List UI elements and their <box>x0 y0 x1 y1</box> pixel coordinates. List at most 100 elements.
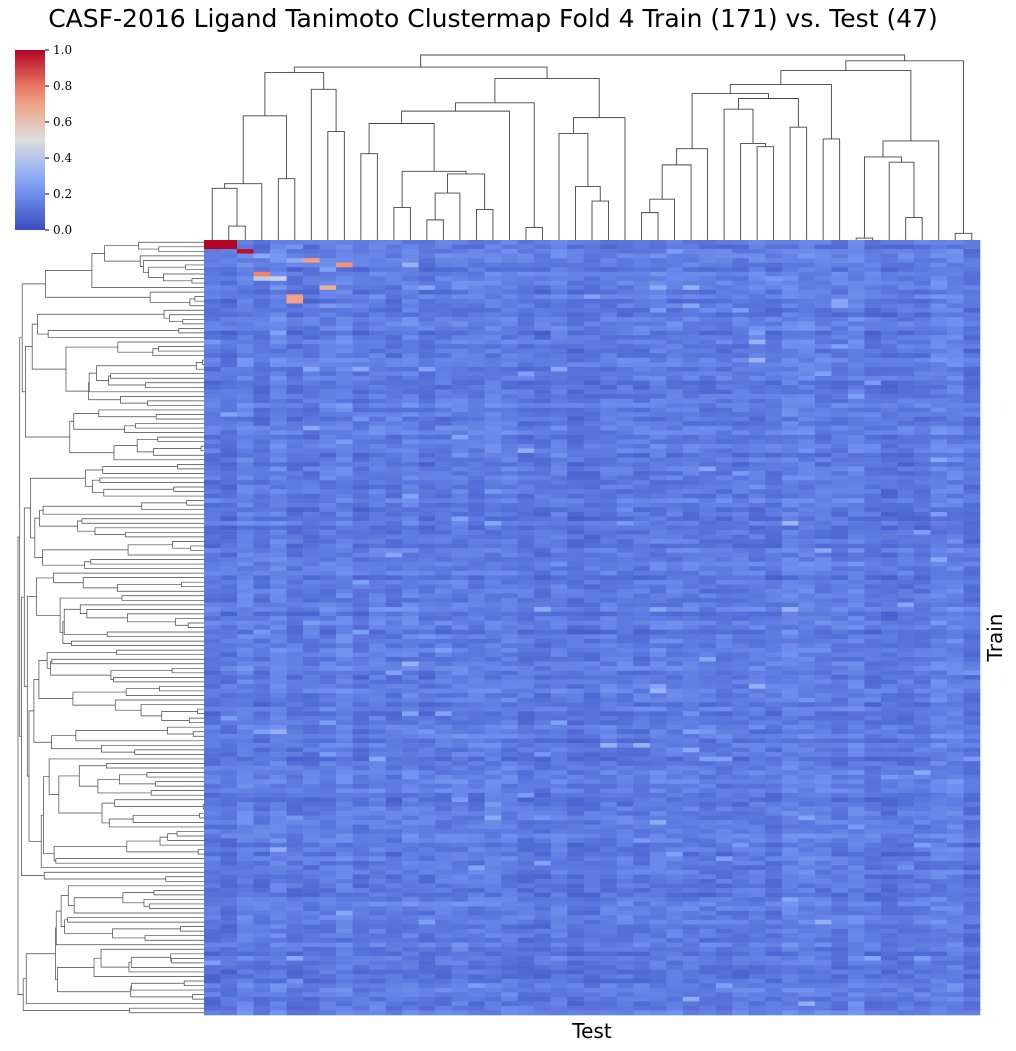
heatmap-cell <box>616 240 634 245</box>
heatmap-cell <box>501 629 518 635</box>
heatmap-cell <box>864 253 882 259</box>
heatmap-cell <box>732 434 750 440</box>
heatmap-cell <box>517 434 535 440</box>
heatmap-cell <box>798 598 816 603</box>
heatmap-cell <box>468 629 485 635</box>
heatmap-cell <box>715 421 733 427</box>
row-dendrogram-link <box>170 953 204 961</box>
heatmap-cell <box>732 552 750 558</box>
heatmap-cell <box>600 344 618 350</box>
heatmap-cell <box>682 616 700 621</box>
row-dendrogram-link <box>121 595 204 601</box>
heatmap-cell <box>732 484 750 490</box>
heatmap-cell <box>600 280 618 286</box>
heatmap-cell <box>402 412 419 418</box>
heatmap-cell <box>451 403 469 408</box>
heatmap-cell <box>732 570 750 576</box>
heatmap-cell <box>253 661 271 667</box>
heatmap-cell <box>649 543 667 549</box>
heatmap-cell <box>534 530 552 535</box>
heatmap-cell <box>253 598 271 603</box>
heatmap-cell <box>699 679 717 685</box>
heatmap-cell <box>237 326 254 331</box>
heatmap-cell <box>649 584 667 590</box>
heatmap-cell <box>798 457 816 463</box>
heatmap-cell <box>402 598 419 603</box>
heatmap-cell <box>484 516 502 522</box>
heatmap-cell <box>369 466 386 472</box>
heatmap-cell <box>451 530 469 535</box>
heatmap-cell <box>385 520 403 526</box>
heatmap-cell <box>897 534 915 540</box>
heatmap-cell <box>204 593 221 599</box>
heatmap-cell <box>732 647 750 653</box>
heatmap-cell <box>484 647 502 653</box>
heatmap-cell <box>864 380 882 386</box>
heatmap-cell <box>468 607 485 612</box>
heatmap-cell <box>732 412 750 418</box>
heatmap-cell <box>633 380 651 386</box>
heatmap-cell <box>286 520 304 526</box>
heatmap-cell <box>451 289 469 295</box>
heatmap-cell <box>913 688 931 694</box>
heatmap-cell <box>435 357 452 363</box>
heatmap-cell <box>963 566 981 572</box>
row-dendrogram-link <box>79 604 204 614</box>
heatmap-cell <box>352 425 370 431</box>
heatmap-cell <box>369 693 386 699</box>
heatmap-cell <box>732 262 750 268</box>
heatmap-cell <box>633 416 651 422</box>
heatmap-cell <box>220 638 238 644</box>
heatmap-cell <box>732 380 750 386</box>
heatmap-cell <box>666 348 684 354</box>
heatmap-cell <box>913 475 931 481</box>
heatmap-cell <box>913 652 931 658</box>
heatmap-cell <box>336 666 353 671</box>
heatmap-cell <box>930 643 948 649</box>
heatmap-cell <box>435 385 452 390</box>
heatmap-cell <box>946 579 964 585</box>
heatmap-cell <box>402 688 419 694</box>
heatmap-cell <box>831 543 849 549</box>
heatmap-cell <box>781 561 799 567</box>
heatmap-cell <box>814 317 832 322</box>
heatmap-cell <box>699 530 717 535</box>
heatmap-cell <box>649 498 667 504</box>
heatmap-cell <box>286 575 304 581</box>
heatmap-cell <box>402 258 419 263</box>
heatmap-cell <box>468 656 485 662</box>
heatmap-cell <box>864 552 882 558</box>
heatmap-cell <box>220 616 238 621</box>
heatmap-cell <box>781 307 799 313</box>
heatmap-cell <box>864 407 882 413</box>
heatmap-cell <box>220 629 238 635</box>
heatmap-cell <box>616 389 634 395</box>
heatmap-cell <box>319 407 337 413</box>
heatmap-cell <box>220 652 238 658</box>
heatmap-cell <box>336 317 353 322</box>
heatmap-cell <box>402 684 419 689</box>
heatmap-cell <box>930 502 948 508</box>
heatmap-cell <box>633 348 651 354</box>
heatmap-cell <box>435 430 452 436</box>
heatmap-cell <box>501 480 518 486</box>
heatmap-cell <box>913 425 931 431</box>
heatmap-cell <box>204 434 221 440</box>
heatmap-cell <box>451 666 469 671</box>
heatmap-cell <box>897 317 915 322</box>
heatmap-cell <box>583 534 601 540</box>
heatmap-cell <box>303 262 320 268</box>
row-dendrogram-link <box>132 815 204 823</box>
heatmap-cell <box>501 548 518 554</box>
row-dendrogram-link <box>67 885 204 906</box>
heatmap-cell <box>468 412 485 418</box>
heatmap-cell <box>583 679 601 685</box>
heatmap-cell <box>468 280 485 286</box>
heatmap-cell <box>715 285 733 291</box>
heatmap-cell <box>501 693 518 699</box>
heatmap-cell <box>468 670 485 676</box>
heatmap-cell <box>765 502 783 508</box>
heatmap-cell <box>600 489 618 495</box>
heatmap-cell <box>682 525 700 531</box>
heatmap-cell <box>385 439 403 445</box>
